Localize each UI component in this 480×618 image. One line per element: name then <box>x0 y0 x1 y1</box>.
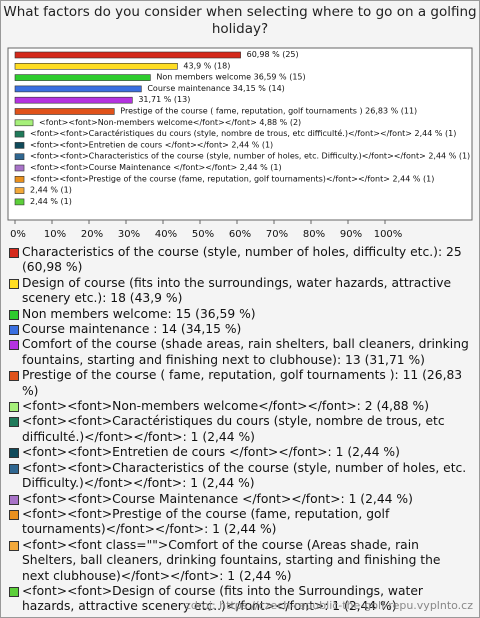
bar <box>14 164 25 172</box>
data-label: Non members welcome 36,59 % (15) <box>156 73 305 82</box>
data-label: 2,44 % (1) <box>30 186 72 195</box>
legend-item: Course maintenance : 14 (34,15 %) <box>9 322 471 337</box>
chart-title: What factors do you consider when select… <box>3 4 477 37</box>
x-tick-label: 50% <box>192 229 214 240</box>
legend-swatch <box>9 448 19 459</box>
legend-swatch <box>9 586 19 597</box>
legend-label: Design of course (fits into the surround… <box>22 275 452 306</box>
data-label: <font><font>Entretien de cours </font></… <box>30 140 273 149</box>
data-label: Prestige of the course ( fame, reputatio… <box>120 107 417 116</box>
legend-item: Prestige of the course ( fame, reputatio… <box>9 368 471 399</box>
data-label: 43,9 % (18) <box>183 61 230 70</box>
legend-swatch <box>9 309 19 320</box>
data-label: Course maintenance 34,15 % (14) <box>147 84 284 93</box>
legend-swatch <box>9 248 19 258</box>
legend-swatch <box>9 325 19 336</box>
legend-item: Design of course (fits into the surround… <box>9 276 471 307</box>
data-label: 60,98 % (25) <box>247 50 299 59</box>
data-label: <font><font>Characteristics of the cours… <box>30 152 470 161</box>
bar <box>14 62 178 70</box>
bar <box>14 119 34 127</box>
legend-item: Non members welcome: 15 (36,59 %) <box>9 307 471 322</box>
x-tick-label: 90% <box>340 229 362 240</box>
bar <box>14 153 25 160</box>
legend-label: <font><font>Characteristics of the cours… <box>22 460 467 491</box>
x-tick-label: 10% <box>44 229 66 240</box>
legend-label: <font><font>Prestige of the course (fame… <box>22 506 390 537</box>
legend-label: <font><font class="">Comfort of the cour… <box>22 537 441 583</box>
legend-label: <font><font>Caractéristiques du cours (s… <box>22 414 445 444</box>
legend-item: Comfort of the course (shade areas, rain… <box>9 337 471 368</box>
legend-label: <font><font>Design of course (fits into … <box>22 583 423 614</box>
bar <box>14 51 241 59</box>
x-tick-label: 0% <box>10 229 26 240</box>
legend-swatch <box>9 340 19 351</box>
source: zdroj: https://czech-republic-the-golf-r… <box>185 599 473 612</box>
legend-label: Course maintenance : 14 (34,15 %) <box>22 322 242 337</box>
bar <box>14 130 25 138</box>
bar <box>14 108 115 115</box>
x-tick-label: 60% <box>229 229 251 240</box>
legend-item: Characteristics of the course (style, nu… <box>9 245 471 276</box>
legend-item: <font><font>Prestige of the course (fame… <box>9 507 471 538</box>
legend-item: <font><font>Course Maintenance </font></… <box>9 492 471 507</box>
bar <box>14 74 151 81</box>
legend-swatch <box>9 463 19 474</box>
data-label: <font><font>Prestige of the course (fame… <box>30 174 434 183</box>
legend-swatch <box>9 417 19 428</box>
x-tick-label: 100% <box>374 229 403 240</box>
bar <box>14 198 25 206</box>
legend-swatch <box>9 540 19 551</box>
legend-label: <font><font>Entretien de cours </font></… <box>22 445 400 460</box>
legend-item: <font><font>Characteristics of the cours… <box>9 461 471 492</box>
bar <box>14 142 25 149</box>
legend-label: Comfort of the course (shade areas, rain… <box>22 337 469 367</box>
legend-swatch <box>9 509 19 520</box>
x-tick-label: 40% <box>155 229 177 240</box>
data-label: 31,71 % (13) <box>138 95 190 104</box>
bar <box>14 187 25 194</box>
bar <box>14 96 133 104</box>
data-label: <font><font>Course Maintenance </font></… <box>30 163 282 172</box>
data-label: 2,44 % (1) <box>30 197 72 206</box>
legend: Characteristics of the course (style, nu… <box>9 245 471 615</box>
data-label: <font><font>Caractéristiques du cours (s… <box>30 128 456 138</box>
legend-label: Prestige of the course ( fame, reputatio… <box>22 368 463 398</box>
x-tick-label: 80% <box>303 229 325 240</box>
legend-item: <font><font>Design of course (fits into … <box>9 584 471 615</box>
x-tick-label: 20% <box>81 229 103 240</box>
data-label: <font><font>Non-members welcome</font></… <box>39 118 301 127</box>
legend-item: <font><font>Entretien de cours </font></… <box>9 445 471 460</box>
bar <box>14 85 142 93</box>
legend-item: <font><font>Non-members welcome</font></… <box>9 399 471 414</box>
legend-label: Characteristics of the course (style, nu… <box>22 245 462 275</box>
legend-swatch <box>9 371 19 382</box>
bar <box>14 176 25 183</box>
legend-label: <font><font>Course Maintenance </font></… <box>22 491 413 506</box>
legend-swatch <box>9 278 19 289</box>
legend-item: <font><font class="">Comfort of the cour… <box>9 538 471 584</box>
plot: 0% 10% 20% 30% 40% 50% 60% 70% 80% 90% 100% 60,98 %… <box>7 47 473 240</box>
legend-swatch <box>9 402 19 413</box>
x-tick-label: 30% <box>118 229 140 240</box>
legend-item: <font><font>Caractéristiques du cours (s… <box>9 414 471 445</box>
legend-label: <font><font>Non-members welcome</font></… <box>22 399 430 414</box>
legend-swatch <box>9 494 19 505</box>
legend-label: Non members welcome: 15 (36,59 %) <box>22 306 256 321</box>
x-tick-label: 70% <box>266 229 288 240</box>
